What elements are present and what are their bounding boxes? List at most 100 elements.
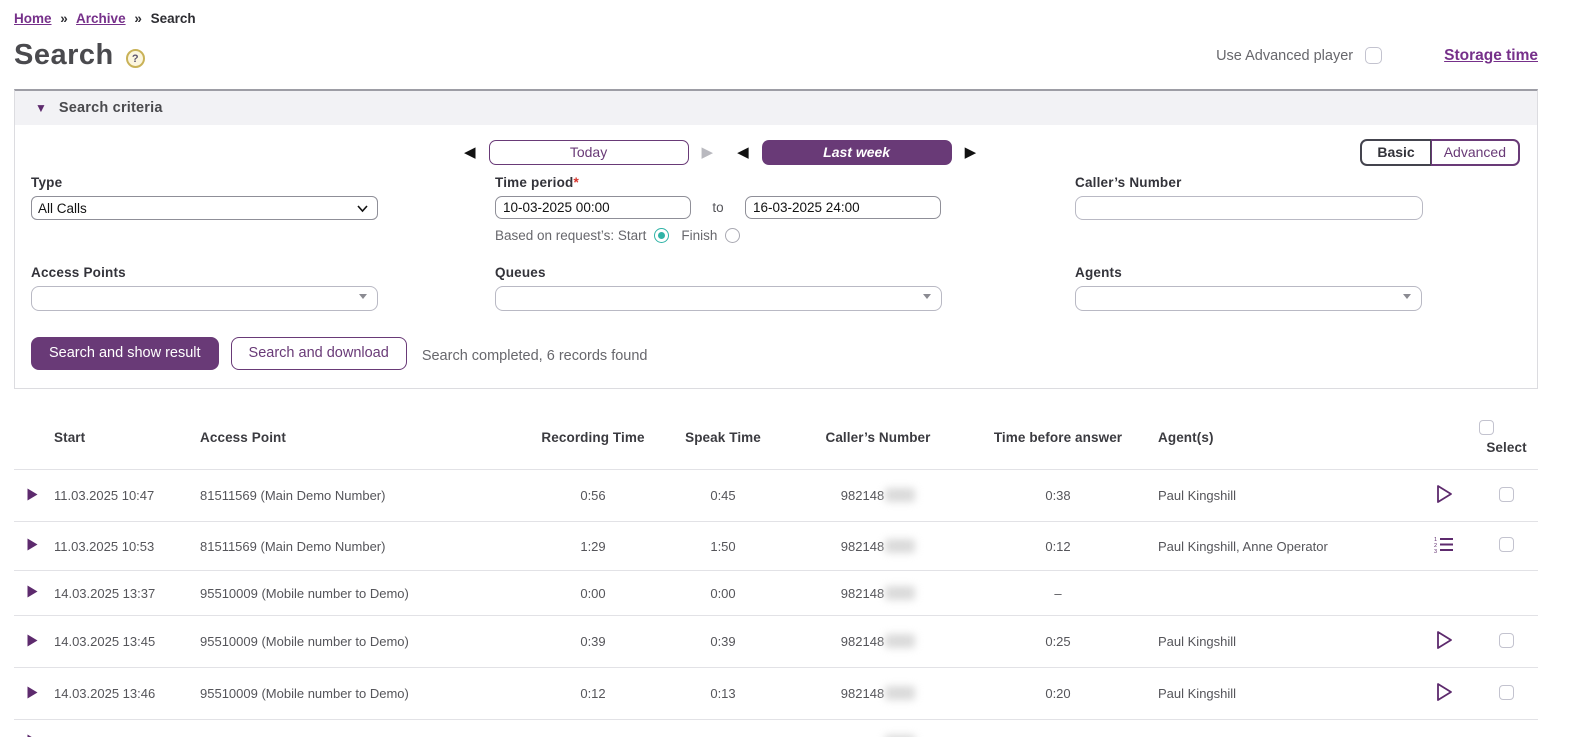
agents-label: Agents [1075, 265, 1521, 280]
redacted-number [885, 539, 915, 553]
prev-week-button[interactable]: ◀ [734, 143, 752, 162]
based-on-start-label: Based on request’s: Start [495, 228, 646, 243]
column-header-access-point: Access Point [196, 408, 534, 470]
row-checkbox[interactable] [1499, 633, 1514, 648]
basic-mode-button[interactable]: Basic [1360, 139, 1431, 166]
play-recording-icon[interactable] [1436, 682, 1453, 705]
search-criteria-header[interactable]: ▼ Search criteria [15, 91, 1537, 125]
time-period-from-input[interactable]: 10-03-2025 00:00 [495, 196, 691, 219]
start-cell: 11.03.2025 10:47 [50, 470, 196, 522]
criteria-row-2: Access Points Queues Agents [15, 265, 1537, 311]
expand-play-icon[interactable] [27, 538, 38, 554]
column-header-select: Select [1479, 440, 1534, 455]
access-point-cell: 95510009 (Mobile number to Demo) [196, 571, 534, 616]
redacted-number [885, 488, 915, 502]
type-label: Type [31, 175, 495, 190]
speak-time-cell: 0:00 [652, 720, 794, 737]
search-criteria-panel: ▼ Search criteria ◀ Today ▶ ◀ Last week … [14, 89, 1538, 389]
advanced-mode-button[interactable]: Advanced [1431, 139, 1520, 166]
callers-number-cell: 982148 [794, 571, 962, 616]
page: Home » Archive » Search Search ? Use Adv… [14, 11, 1538, 737]
dropdown-triangle-icon [1403, 294, 1411, 299]
search-status-text: Search completed, 6 records found [422, 348, 648, 364]
time-before-answer-cell: 0:12 [962, 522, 1154, 571]
search-download-button[interactable]: Search and download [231, 337, 407, 370]
type-select[interactable]: All Calls [31, 196, 378, 220]
search-criteria-body: ◀ Today ▶ ◀ Last week ▶ Basic Advanced T… [15, 133, 1537, 388]
access-points-label: Access Points [31, 265, 495, 280]
finish-label: Finish [681, 228, 717, 243]
breadcrumb-archive-link[interactable]: Archive [76, 11, 126, 26]
time-period-field: Time period* 10-03-2025 00:00 to 16-03-2… [495, 175, 1075, 243]
type-field: Type All Calls [31, 175, 495, 243]
time-period-to-input[interactable]: 16-03-2025 24:00 [745, 196, 941, 219]
next-week-button[interactable]: ▶ [962, 143, 980, 162]
recording-time-cell: 0:12 [534, 668, 652, 720]
column-header-start: Start [50, 408, 196, 470]
redacted-number [885, 686, 915, 700]
access-point-cell: 95510009 (Mobile number to Demo) [196, 616, 534, 668]
column-header-time-before-answer: Time before answer [962, 408, 1154, 470]
finish-radio[interactable] [725, 228, 740, 243]
speak-time-cell: 0:13 [652, 668, 794, 720]
start-cell: 14.03.2025 13:37 [50, 571, 196, 616]
recording-time-cell: 0:00 [534, 720, 652, 737]
queues-label: Queues [495, 265, 1075, 280]
column-header-speak-time: Speak Time [652, 408, 794, 470]
expand-play-icon[interactable] [27, 585, 38, 601]
callers-number-cell: 982148 [794, 470, 962, 522]
date-nav-controls: ◀ Today ▶ ◀ Last week ▶ [461, 140, 979, 165]
start-cell: 14.03.2025 13:45 [50, 616, 196, 668]
table-row: 14.03.2025 13:3795510009 (Mobile number … [14, 571, 1538, 616]
required-asterisk: * [573, 175, 578, 190]
time-before-answer-cell: 0:25 [962, 616, 1154, 668]
agents-select[interactable] [1075, 286, 1422, 311]
speak-time-cell: 0:39 [652, 616, 794, 668]
results-body: 11.03.2025 10:4781511569 (Main Demo Numb… [14, 470, 1538, 737]
prev-day-button[interactable]: ◀ [461, 143, 479, 162]
playlist-icon[interactable]: 123 [1434, 536, 1454, 556]
play-recording-icon[interactable] [1436, 630, 1453, 653]
row-checkbox[interactable] [1499, 487, 1514, 502]
access-point-cell: 81511569 (Main Demo Number) [196, 470, 534, 522]
column-header-recording-time: Recording Time [534, 408, 652, 470]
search-show-result-button[interactable]: Search and show result [31, 337, 219, 370]
collapse-triangle-icon: ▼ [35, 101, 47, 115]
type-select-value: All Calls [38, 201, 87, 216]
agents-cell: Paul Kingshill, Anne Operator [1154, 522, 1413, 571]
callers-number-cell: 982148 [794, 668, 962, 720]
criteria-row-1: Type All Calls Time period* 10-03-2025 0… [15, 175, 1537, 243]
dropdown-triangle-icon [359, 294, 367, 299]
help-icon[interactable]: ? [126, 49, 145, 68]
results-table: Start Access Point Recording Time Speak … [14, 408, 1538, 737]
expand-play-icon[interactable] [27, 488, 38, 504]
agents-cell: Paul Kingshill [1154, 668, 1413, 720]
row-checkbox[interactable] [1499, 537, 1514, 552]
time-before-answer-cell: 0:38 [962, 470, 1154, 522]
expand-play-icon[interactable] [27, 634, 38, 650]
today-button[interactable]: Today [489, 140, 689, 165]
next-day-button: ▶ [699, 143, 717, 162]
play-recording-icon[interactable] [1436, 484, 1453, 507]
callers-number-input[interactable] [1075, 196, 1423, 220]
access-point-cell: 95510009 (Mobile number to Demo) [196, 668, 534, 720]
expand-play-icon[interactable] [27, 686, 38, 702]
callers-number-field: Caller’s Number [1075, 175, 1521, 243]
start-radio[interactable] [654, 228, 669, 243]
title-right-controls: Use Advanced player Storage time [1216, 47, 1538, 65]
date-nav-row: ◀ Today ▶ ◀ Last week ▶ Basic Advanced [15, 133, 1537, 175]
time-before-answer-cell: – [962, 571, 1154, 616]
agents-cell [1154, 571, 1413, 616]
breadcrumb-home-link[interactable]: Home [14, 11, 52, 26]
row-checkbox[interactable] [1499, 685, 1514, 700]
use-advanced-player-checkbox[interactable] [1365, 47, 1382, 64]
search-criteria-title: Search criteria [59, 100, 163, 116]
last-week-button[interactable]: Last week [762, 140, 952, 165]
access-points-select[interactable] [31, 286, 378, 311]
page-title: Search [14, 39, 114, 72]
speak-time-cell: 0:00 [652, 571, 794, 616]
storage-time-link[interactable]: Storage time [1444, 47, 1538, 65]
recording-time-cell: 0:00 [534, 571, 652, 616]
queues-select[interactable] [495, 286, 942, 311]
select-all-checkbox[interactable] [1479, 420, 1494, 435]
